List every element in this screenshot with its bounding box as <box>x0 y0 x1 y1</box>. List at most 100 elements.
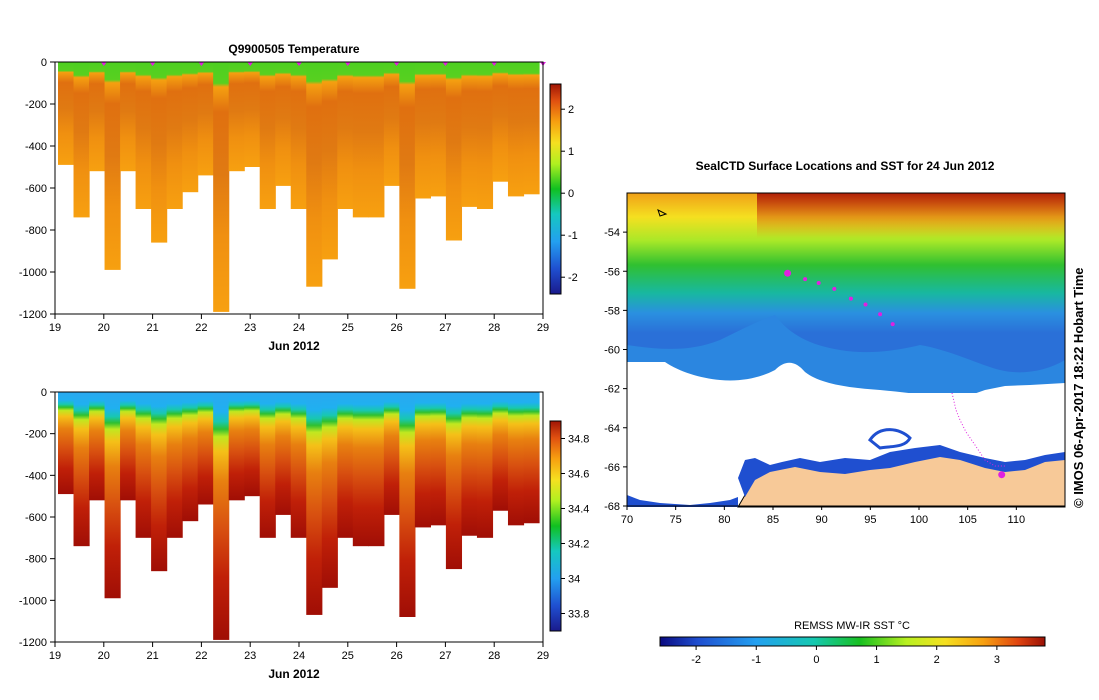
profile-column <box>166 62 183 209</box>
x-tick-label: 22 <box>195 650 207 662</box>
profile-column <box>135 62 152 209</box>
salinity-profiles <box>58 392 540 640</box>
sst-colorbar-ticks: -2 -1 0 1 2 3 <box>691 646 1000 666</box>
y-tick-label: -800 <box>25 554 47 566</box>
profile-column <box>445 62 463 241</box>
map-y-tick-label: -56 <box>604 266 620 278</box>
x-tick-label: 29 <box>537 322 549 334</box>
profile-column <box>321 62 338 260</box>
profile-column <box>275 392 292 515</box>
profile-column <box>337 392 354 538</box>
profile-column <box>306 62 323 287</box>
sst-tick-label: 3 <box>994 654 1000 666</box>
surface-marker <box>344 62 351 66</box>
map-surface-locations <box>784 269 1006 479</box>
map-x-tick-label: 70 <box>621 514 633 526</box>
x-tick-label: 21 <box>146 650 158 662</box>
map-x-tick-label: 110 <box>1008 514 1026 526</box>
map-start-marker <box>657 209 668 217</box>
surface-marker <box>149 62 156 66</box>
map-cold-water <box>627 315 1065 393</box>
x-tick-label: 20 <box>98 322 110 334</box>
colorbar-tick-label: 34.2 <box>568 539 589 551</box>
profile-column <box>259 62 276 209</box>
y-tick-label: 0 <box>41 57 47 69</box>
surface-marker <box>100 62 107 66</box>
colorbar-tick-label: -1 <box>568 230 578 242</box>
surface-marker <box>442 62 449 66</box>
colorbar-tick-label: 34.6 <box>568 469 589 481</box>
y-tick-label: -1000 <box>19 595 47 607</box>
profile-column <box>476 392 494 538</box>
profile-column <box>476 62 494 209</box>
surface-location-point <box>848 296 853 301</box>
x-tick-label: 23 <box>244 322 256 334</box>
x-tick-label: 29 <box>537 650 549 662</box>
colorbar-tick-label: 0 <box>568 188 574 200</box>
map-x-tick-label: 90 <box>816 514 828 526</box>
profile-column <box>244 392 261 497</box>
x-tick-label: 20 <box>98 650 110 662</box>
surface-marker <box>393 62 400 66</box>
profile-column <box>399 62 416 289</box>
profile-column <box>321 392 338 588</box>
surface-marker <box>296 62 302 66</box>
salinity-section-panel: 19 20 21 22 23 24 25 26 27 28 29 0 -200 -400 -600 -800… <box>19 387 590 681</box>
profile-column <box>135 392 152 538</box>
profile-column <box>290 62 307 209</box>
x-tick-label: 24 <box>293 322 305 334</box>
x-tick-label: 22 <box>195 322 207 334</box>
profile-column <box>228 62 245 172</box>
surface-location-point <box>890 322 895 327</box>
temperature-profiles <box>58 62 540 312</box>
profile-column <box>259 392 276 538</box>
map-y-tick-label: -68 <box>604 501 620 513</box>
profile-column <box>275 62 292 186</box>
map-iceberg-outline <box>867 428 912 450</box>
map-y-tick-label: -66 <box>604 462 620 474</box>
surface-location-point <box>784 269 792 277</box>
x-tick-label: 27 <box>439 650 451 662</box>
profile-column <box>89 62 106 172</box>
sst-tick-label: 2 <box>934 654 940 666</box>
x-tick-label: 19 <box>49 322 61 334</box>
salinity-colorbar <box>549 420 562 632</box>
sst-map-panel: SealCTD Surface Locations and SST for 24… <box>604 159 1086 666</box>
salinity-y-axis: 0 -200 -400 -600 -800 -1000 -1200 <box>19 387 55 649</box>
sst-tick-label: -1 <box>751 654 761 666</box>
surface-location-point <box>816 281 821 285</box>
map-x-tick-label: 80 <box>718 514 730 526</box>
y-tick-label: -1200 <box>19 637 47 649</box>
profile-column <box>73 392 90 547</box>
y-tick-label: -400 <box>25 470 47 482</box>
temperature-x-axis: 19 20 21 22 23 24 25 26 27 28 29 <box>49 314 549 334</box>
profile-column <box>492 62 509 182</box>
x-tick-label: 25 <box>342 650 354 662</box>
colorbar-tick-label: 34.4 <box>568 504 589 516</box>
profile-column <box>58 392 75 495</box>
temperature-colorbar-ticks: 2 1 0 -1 -2 <box>561 104 578 284</box>
map-western-coast <box>627 495 738 507</box>
profile-column <box>290 392 307 538</box>
sst-tick-label: -2 <box>691 654 701 666</box>
profile-column <box>445 392 463 570</box>
profile-column <box>213 62 230 312</box>
x-tick-label: 25 <box>342 322 354 334</box>
y-tick-label: -200 <box>25 429 47 441</box>
profile-column <box>430 392 447 526</box>
profile-column <box>492 392 509 511</box>
x-tick-label: 23 <box>244 650 256 662</box>
y-tick-label: -400 <box>25 141 47 153</box>
imos-credit: © IMOS 06-Apr-2017 18:22 Hobart Time <box>1071 267 1086 508</box>
profile-column <box>213 392 230 640</box>
map-y-tick-label: -54 <box>604 227 620 239</box>
profile-column <box>58 62 75 165</box>
colorbar-tick-label: 34.8 <box>568 434 589 446</box>
colorbar-tick-label: -2 <box>568 272 578 284</box>
profile-column <box>523 392 540 524</box>
track-end-point <box>998 471 1006 479</box>
map-y-tick-label: -58 <box>604 305 620 317</box>
y-tick-label: -600 <box>25 183 47 195</box>
profile-column <box>120 62 137 172</box>
profile-column <box>197 392 214 505</box>
